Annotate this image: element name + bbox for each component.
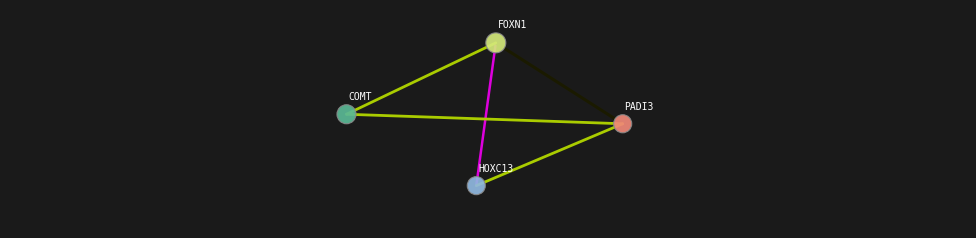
Text: PADI3: PADI3 (625, 102, 654, 112)
Ellipse shape (486, 33, 506, 53)
Ellipse shape (337, 105, 356, 124)
Ellipse shape (468, 177, 485, 195)
Text: HOXC13: HOXC13 (478, 164, 513, 174)
Text: FOXN1: FOXN1 (498, 20, 527, 30)
Ellipse shape (614, 115, 631, 133)
Text: COMT: COMT (348, 92, 372, 102)
